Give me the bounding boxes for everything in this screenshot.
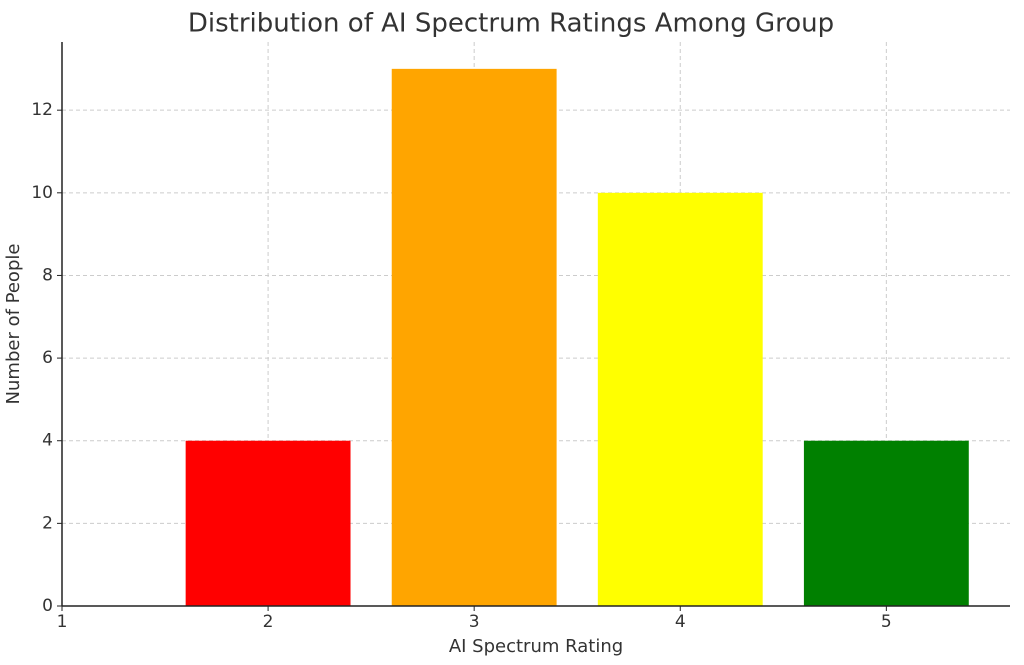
x-tick-label: 2 xyxy=(263,612,274,632)
chart-title: Distribution of AI Spectrum Ratings Amon… xyxy=(188,9,834,39)
x-tick-label: 4 xyxy=(675,612,686,632)
x-tick-label: 3 xyxy=(469,612,480,632)
y-tick-label: 10 xyxy=(31,183,53,203)
y-tick-label: 0 xyxy=(42,596,53,616)
y-tick-label: 12 xyxy=(31,100,53,120)
bar xyxy=(391,68,557,607)
y-tick-label: 2 xyxy=(42,513,53,533)
y-tick-label: 6 xyxy=(42,348,53,368)
x-tick-label: 1 xyxy=(57,612,68,632)
x-tick-label: 5 xyxy=(881,612,892,632)
y-axis-label: Number of People xyxy=(3,244,24,405)
y-tick-label: 4 xyxy=(42,431,53,451)
bar xyxy=(597,192,763,607)
bar xyxy=(803,440,969,606)
x-axis-label: AI Spectrum Rating xyxy=(449,636,623,657)
bar xyxy=(185,440,351,606)
y-tick-label: 8 xyxy=(42,265,53,285)
